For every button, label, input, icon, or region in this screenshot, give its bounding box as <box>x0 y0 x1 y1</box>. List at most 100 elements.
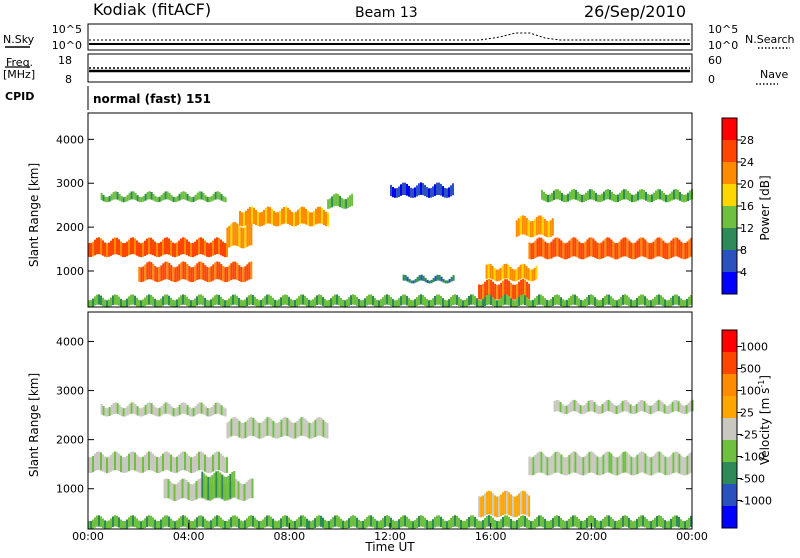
data-cell <box>533 219 536 237</box>
data-cell <box>669 404 672 414</box>
data-cell <box>174 457 176 474</box>
data-cell <box>230 296 232 306</box>
data-cell <box>540 237 543 257</box>
data-cell <box>126 195 129 202</box>
data-cell <box>304 295 306 306</box>
data-cell <box>150 192 153 200</box>
data-cell <box>210 520 212 530</box>
data-cell <box>252 515 254 527</box>
data-cell <box>192 196 195 202</box>
data-cell <box>512 496 515 517</box>
colorbar-tick-label: -1000 <box>740 495 772 508</box>
data-cell <box>273 211 275 226</box>
data-cell <box>603 191 605 201</box>
data-cell <box>522 294 524 305</box>
data-cell <box>493 268 496 281</box>
data-cell <box>282 295 284 306</box>
data-cell <box>682 520 684 530</box>
data-cell <box>546 299 548 308</box>
data-cell <box>190 243 192 258</box>
data-cell <box>670 240 673 258</box>
data-cell <box>434 275 437 282</box>
data-cell <box>94 453 96 472</box>
data-cell <box>559 190 561 201</box>
data-cell <box>280 518 282 529</box>
data-cell <box>516 520 518 529</box>
data-cell <box>254 419 257 437</box>
data-cell <box>482 283 485 300</box>
data-cell <box>226 422 229 439</box>
data-cell <box>412 280 415 284</box>
data-cell <box>668 520 670 530</box>
data-cell <box>146 295 148 306</box>
data-cell <box>112 238 114 255</box>
data-cell <box>208 408 211 417</box>
data-cell <box>590 515 592 527</box>
data-cell <box>400 296 402 306</box>
data-cell <box>130 515 132 527</box>
data-cell <box>294 520 296 530</box>
data-cell <box>176 242 178 257</box>
data-cell <box>586 296 588 306</box>
data-cell <box>342 299 344 308</box>
data-cell <box>602 519 604 529</box>
data-cell <box>486 491 489 515</box>
nsky-panel: N.Sky 10^5 10^0 N.Search 10^5 10^0 <box>3 23 795 52</box>
data-cell <box>658 515 660 527</box>
data-cell <box>486 516 488 527</box>
data-cell <box>106 300 108 308</box>
data-cell <box>556 294 558 305</box>
data-cell <box>532 520 534 530</box>
data-cell <box>310 300 312 308</box>
data-cell <box>648 300 650 308</box>
data-cell <box>444 280 447 284</box>
data-cell <box>126 298 128 307</box>
data-cell <box>166 261 169 280</box>
data-cell <box>182 237 184 255</box>
data-cell <box>180 295 182 306</box>
data-cell <box>506 490 509 515</box>
data-cell <box>604 452 607 474</box>
data-cell <box>674 451 677 473</box>
data-cell <box>205 475 208 500</box>
data-cell <box>336 515 338 527</box>
data-cell <box>552 453 555 474</box>
data-cell <box>124 243 126 257</box>
data-cell <box>112 516 114 528</box>
data-cell <box>166 402 169 414</box>
data-cell <box>177 482 180 500</box>
data-cell <box>508 516 510 528</box>
data-cell <box>214 295 216 306</box>
data-cell <box>422 183 424 196</box>
data-cell <box>640 451 643 473</box>
data-cell <box>356 296 358 306</box>
data-cell <box>136 406 139 416</box>
colorbar-segment <box>722 484 737 506</box>
data-cell <box>303 207 305 224</box>
data-cell <box>251 478 254 499</box>
data-cell <box>574 451 577 473</box>
data-cell <box>114 237 116 255</box>
data-cell <box>658 294 660 305</box>
data-cell <box>158 521 160 530</box>
data-cell <box>621 190 623 200</box>
data-cell <box>462 300 464 308</box>
data-cell <box>294 300 296 308</box>
data-cell <box>534 240 537 258</box>
data-cell <box>592 238 595 257</box>
data-cell <box>248 222 251 246</box>
data-cell <box>606 451 609 473</box>
data-cell <box>320 295 322 305</box>
data-cell <box>240 422 243 439</box>
data-cell <box>226 300 228 308</box>
data-cell <box>142 456 144 473</box>
colorbar-tick-label: 4 <box>740 266 747 279</box>
data-cell <box>229 474 232 499</box>
data-cell <box>654 296 656 306</box>
data-cell <box>672 238 675 257</box>
data-cell <box>163 479 166 499</box>
data-cell <box>666 457 669 476</box>
data-cell <box>418 183 420 196</box>
data-cell <box>106 197 109 203</box>
data-cell <box>222 519 224 529</box>
